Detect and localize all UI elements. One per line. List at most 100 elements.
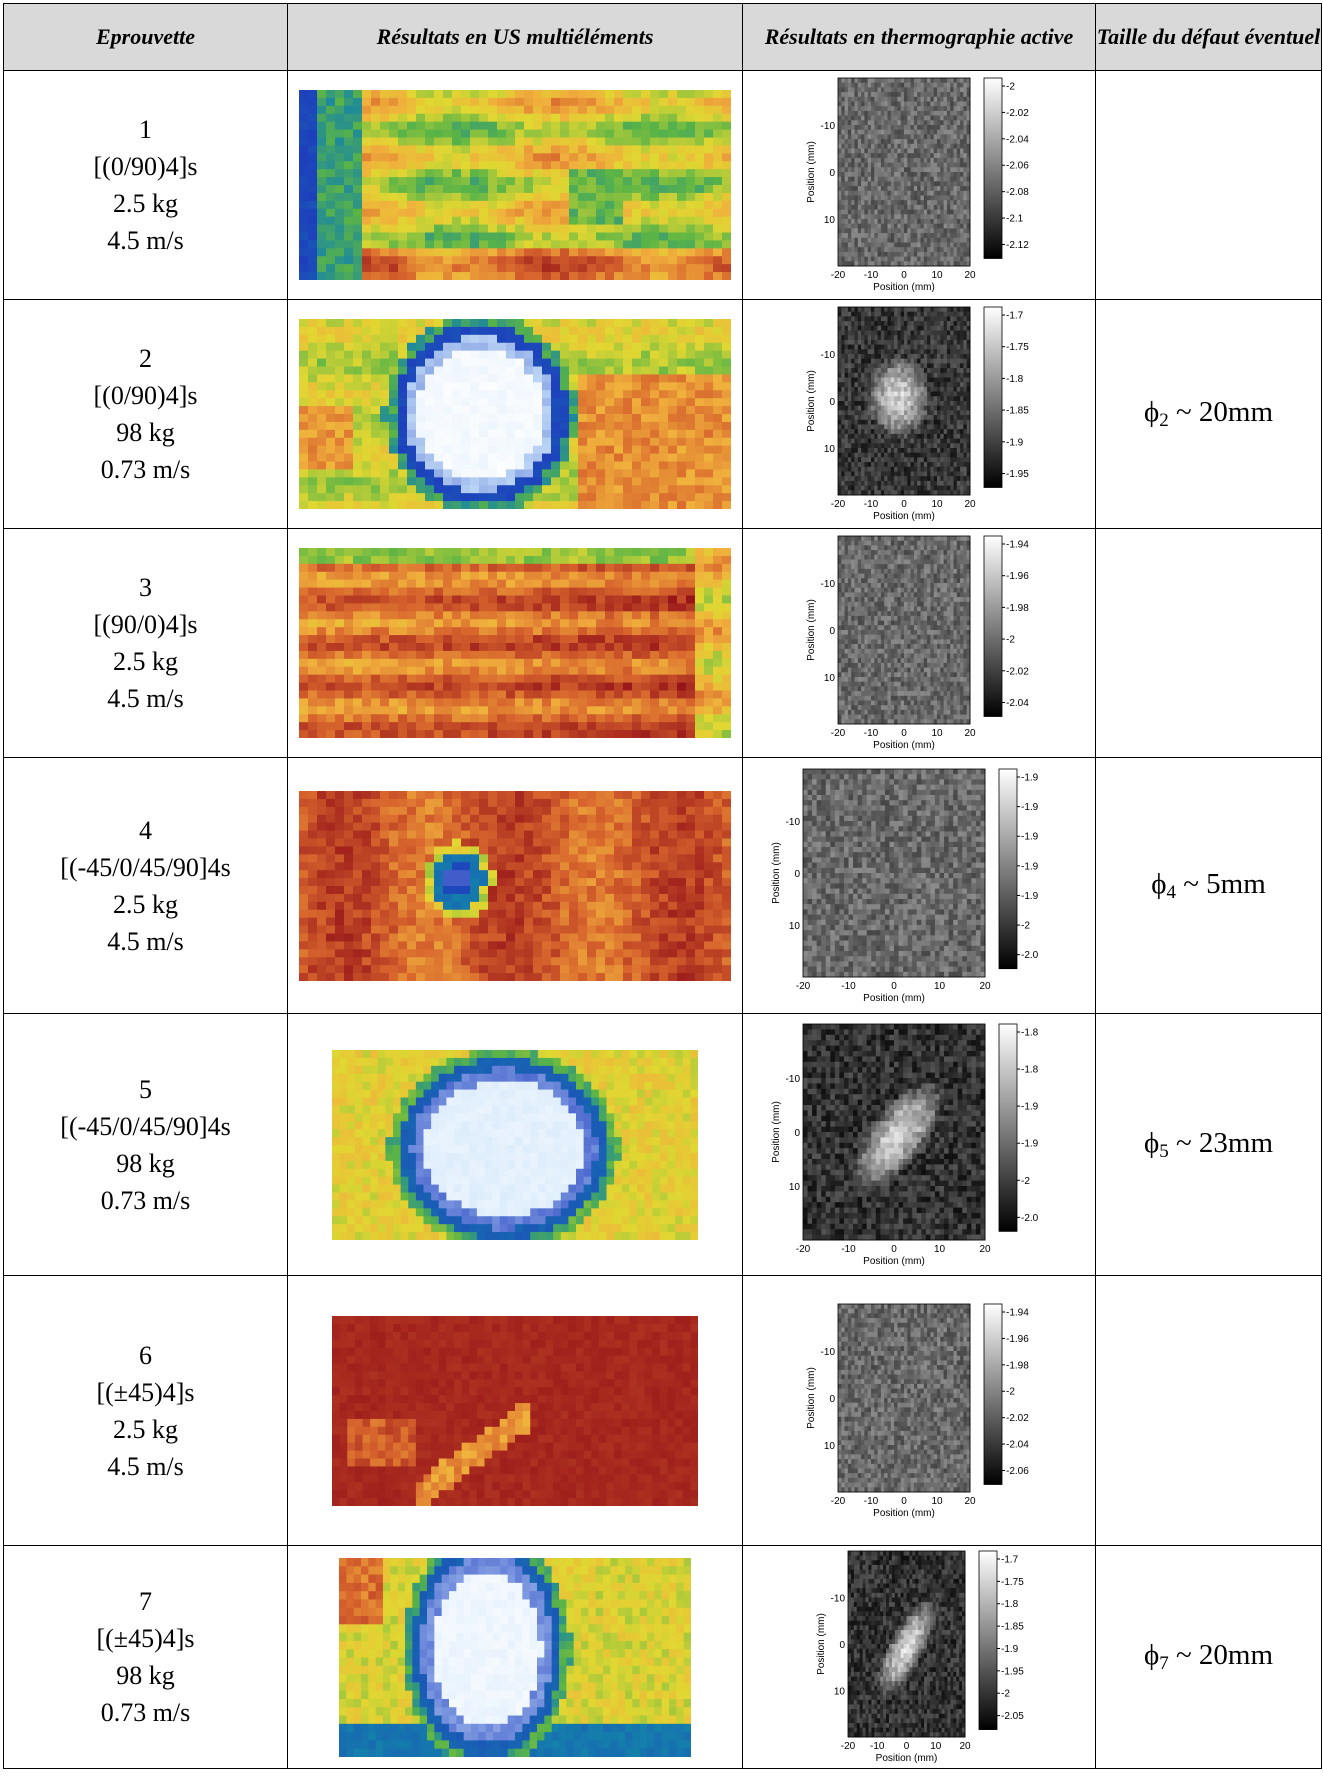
specimen-number: 1 xyxy=(139,115,152,144)
x-tick-label: 0 xyxy=(901,499,907,510)
thermography-image xyxy=(838,1303,971,1492)
diameter-value: ~ 23mm xyxy=(1168,1126,1274,1159)
y-axis-label: Position (mm) xyxy=(771,842,782,904)
us-result-cell xyxy=(287,528,743,758)
colorbar xyxy=(998,1023,1018,1232)
colorbar-tick-label: -1.8 xyxy=(1021,1027,1039,1038)
x-axis-label: Position (mm) xyxy=(873,740,935,751)
ultrasound-c-scan-image xyxy=(299,90,731,280)
colorbar-tick-label: -2.0 xyxy=(1021,950,1039,961)
header-defect-size: Taille du défaut éventuel xyxy=(1095,3,1322,71)
x-tick-label: 20 xyxy=(964,499,976,510)
thermography-image xyxy=(838,536,971,725)
specimen-number: 4 xyxy=(139,815,152,845)
y-tick-label: 10 xyxy=(789,921,801,932)
y-tick-label: -10 xyxy=(786,817,801,828)
thermography-image xyxy=(838,78,971,267)
specimen-row: 2 [(0/90)4]s 98 kg 0.73 m/s -20 -10 0 10 20 Posit… xyxy=(3,299,1322,529)
y-axis-label: Position (mm) xyxy=(816,1613,827,1675)
thermography-result-cell: -20 -10 0 10 20 Position (mm) -10 0 10 Position (… xyxy=(742,299,1096,529)
colorbar-tick-label: -2.04 xyxy=(1006,1439,1029,1450)
x-tick-label: 0 xyxy=(901,1496,907,1507)
y-tick-label: 0 xyxy=(794,869,800,880)
specimen-number: 2 xyxy=(139,344,152,373)
us-result-cell xyxy=(287,757,743,1014)
header-row: Eprouvette Résultats en US multiéléments… xyxy=(3,3,1322,71)
colorbar xyxy=(983,535,1003,717)
impact-speed: 4.5 m/s xyxy=(107,226,184,255)
us-result-cell xyxy=(287,1545,743,1769)
x-tick-label: 0 xyxy=(891,1244,897,1255)
y-tick-label: 0 xyxy=(794,1128,800,1139)
us-result-cell xyxy=(287,1013,743,1276)
plot-frame xyxy=(837,306,971,496)
ultrasound-c-scan-image xyxy=(332,1315,698,1506)
colorbar-tick-label: -1.9 xyxy=(1021,831,1039,842)
colorbar-tick-label: -1.94 xyxy=(1006,540,1029,551)
impact-mass: 98 kg xyxy=(116,1661,175,1690)
diameter-subscript: 5 xyxy=(1159,1140,1169,1162)
header-specimen: Eprouvette xyxy=(3,3,288,71)
x-tick-label: -10 xyxy=(864,728,879,739)
impact-mass: 2.5 kg xyxy=(113,1414,178,1444)
y-tick-label: -10 xyxy=(821,121,836,132)
y-tick-label: -10 xyxy=(821,579,836,590)
impact-speed: 4.5 m/s xyxy=(107,1451,184,1481)
colorbar-tick-label: -2.06 xyxy=(1006,1465,1029,1476)
x-tick-label: -20 xyxy=(831,270,846,281)
specimen-row: 6 [(±45)4]s 2.5 kg 4.5 m/s -20 -10 0 10 20 Positi… xyxy=(3,1275,1322,1546)
colorbar-tick-label: -2.02 xyxy=(1006,666,1029,677)
colorbar-tick-label: -2.02 xyxy=(1006,1413,1029,1424)
x-axis-label: Position (mm) xyxy=(863,993,925,1004)
x-tick-label: -20 xyxy=(796,1244,811,1255)
colorbar xyxy=(983,77,1003,259)
y-axis-label: Position (mm) xyxy=(771,1101,782,1163)
specimen-row: 7 [(±45)4]s 98 kg 0.73 m/s -20 -10 0 10 20 Positi… xyxy=(3,1545,1322,1769)
y-axis-label: Position (mm) xyxy=(806,370,817,432)
impact-speed: 0.73 m/s xyxy=(100,1698,191,1727)
x-tick-label: -10 xyxy=(841,981,856,992)
specimen-row: 4 [(-45/0/45/90]4s 2.5 kg 4.5 m/s -20 -10 0 10 2… xyxy=(3,757,1322,1014)
colorbar-tick-label: -1.8 xyxy=(1021,1064,1039,1075)
ultrasound-c-scan-image xyxy=(299,319,731,509)
layup-sequence: [(-45/0/45/90]4s xyxy=(60,852,231,882)
defect-size-cell: ϕ2 ~ 20mm xyxy=(1095,299,1322,529)
x-tick-label: 20 xyxy=(959,1741,971,1752)
colorbar-tick-label: -1.9 xyxy=(1021,1101,1039,1112)
diameter-subscript: 2 xyxy=(1159,410,1169,431)
x-tick-label: -10 xyxy=(864,270,879,281)
x-tick-label: 20 xyxy=(964,1496,976,1507)
colorbar-tick-label: -1.75 xyxy=(1001,1577,1024,1588)
colorbar-tick-label: -2.1 xyxy=(1006,214,1024,225)
y-tick-label: 0 xyxy=(839,1640,845,1651)
us-result-cell xyxy=(287,1275,743,1546)
colorbar-tick-label: -1.8 xyxy=(1001,1599,1019,1610)
x-tick-label: 20 xyxy=(979,981,991,992)
colorbar xyxy=(978,1550,998,1730)
y-axis-label: Position (mm) xyxy=(806,1367,817,1429)
colorbar-tick-label: -1.9 xyxy=(1021,802,1039,813)
plot-frame xyxy=(837,77,971,267)
impact-speed: 0.73 m/s xyxy=(100,455,191,484)
y-tick-label: -10 xyxy=(821,350,836,361)
x-tick-label: 10 xyxy=(931,728,943,739)
colorbar-tick-label: -2.04 xyxy=(1006,698,1029,709)
colorbar-tick-label: -1.9 xyxy=(1006,437,1024,448)
colorbar-tick-label: -2 xyxy=(1021,1175,1030,1186)
colorbar xyxy=(998,768,1018,969)
x-tick-label: 20 xyxy=(964,728,976,739)
colorbar-tick-label: -1.7 xyxy=(1006,311,1024,322)
diameter-symbol: ϕ xyxy=(1143,396,1160,428)
y-axis-label: Position (mm) xyxy=(806,141,817,203)
impact-mass: 2.5 kg xyxy=(113,647,178,676)
defect-size-cell xyxy=(1095,70,1322,300)
defect-size-cell: ϕ4 ~ 5mm xyxy=(1095,757,1322,1014)
colorbar-tick-label: -1.98 xyxy=(1006,603,1029,614)
ultrasound-c-scan-image xyxy=(299,790,731,981)
impact-mass: 98 kg xyxy=(116,418,175,447)
y-tick-label: 10 xyxy=(824,215,836,226)
